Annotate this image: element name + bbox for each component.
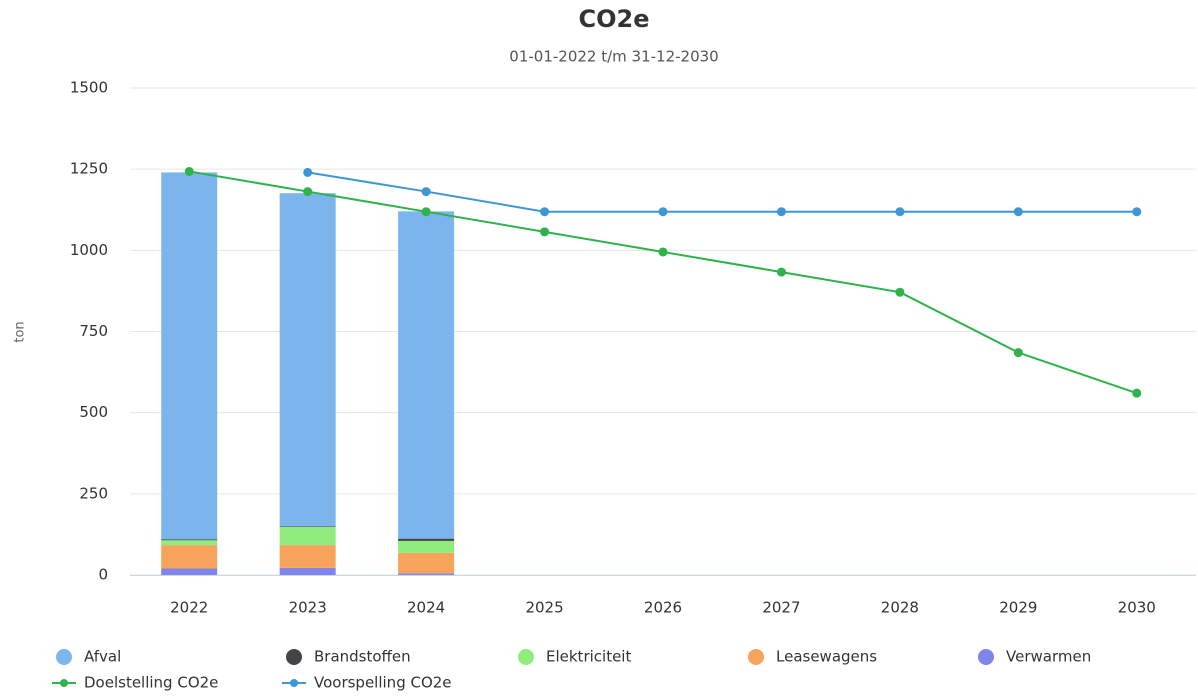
y-tick-label: 1250 <box>70 160 108 178</box>
y-axis-label: ton <box>13 321 28 342</box>
line-point <box>895 207 905 217</box>
line-point <box>776 267 786 277</box>
y-tick-label: 750 <box>79 322 108 340</box>
x-tick-label: 2023 <box>289 599 327 617</box>
line-point <box>303 167 313 177</box>
line-point <box>1132 388 1142 398</box>
bar-segment <box>398 552 455 574</box>
bar-segment <box>398 211 455 539</box>
bar-segment <box>398 540 455 553</box>
legend-swatch <box>748 649 764 665</box>
line-point <box>184 166 194 176</box>
legend-label: Leasewagens <box>776 648 877 666</box>
bar-segment <box>161 540 218 546</box>
y-tick-label: 1500 <box>70 79 108 97</box>
x-tick-label: 2025 <box>525 599 563 617</box>
line-point <box>1013 348 1023 358</box>
x-tick-label: 2030 <box>1118 599 1156 617</box>
y-tick-label: 0 <box>98 566 108 584</box>
bar-segment <box>279 526 336 546</box>
line-point <box>303 187 313 197</box>
chart-subtitle: 01-01-2022 t/m 31-12-2030 <box>509 48 718 66</box>
line <box>307 171 1137 213</box>
y-tick-label: 250 <box>79 484 108 502</box>
legend-swatch <box>56 649 72 665</box>
bar-segment <box>279 193 336 527</box>
line-point <box>1132 207 1142 217</box>
legend-label: Voorspelling CO2e <box>314 674 452 692</box>
bar-segment <box>279 545 336 568</box>
legend-swatch <box>518 649 534 665</box>
legend-label: Verwarmen <box>1006 648 1091 666</box>
x-tick-label: 2028 <box>881 599 919 617</box>
bar-segment <box>279 526 336 527</box>
line-point <box>658 207 668 217</box>
legend-swatch <box>290 679 298 687</box>
line-point <box>540 227 550 237</box>
legend-swatch <box>286 649 302 665</box>
legend-label: Afval <box>84 648 121 666</box>
line-point <box>895 287 905 297</box>
line-point <box>421 207 431 217</box>
bar-segment <box>398 573 455 575</box>
legend-swatch <box>60 679 68 687</box>
chart-title: CO2e <box>579 5 650 33</box>
x-tick-label: 2029 <box>999 599 1037 617</box>
legend-label: Brandstoffen <box>314 648 411 666</box>
line-point <box>421 187 431 197</box>
line-point <box>540 207 550 217</box>
line-point <box>658 247 668 257</box>
legend-label: Doelstelling CO2e <box>84 674 218 692</box>
bar-segment <box>279 567 336 575</box>
y-tick-label: 1000 <box>70 241 108 259</box>
x-tick-label: 2022 <box>170 599 208 617</box>
legend-swatch <box>978 649 994 665</box>
y-tick-label: 500 <box>79 403 108 421</box>
bar-segment <box>161 539 218 541</box>
line-point <box>1013 207 1023 217</box>
x-tick-label: 2024 <box>407 599 445 617</box>
bar-segment <box>161 545 218 569</box>
x-tick-label: 2027 <box>762 599 800 617</box>
x-tick-label: 2026 <box>644 599 682 617</box>
bar-segment <box>161 172 218 540</box>
bar-segment <box>161 568 218 575</box>
line-point <box>776 207 786 217</box>
bar-segment <box>398 538 455 541</box>
legend-label: Elektriciteit <box>546 648 631 666</box>
